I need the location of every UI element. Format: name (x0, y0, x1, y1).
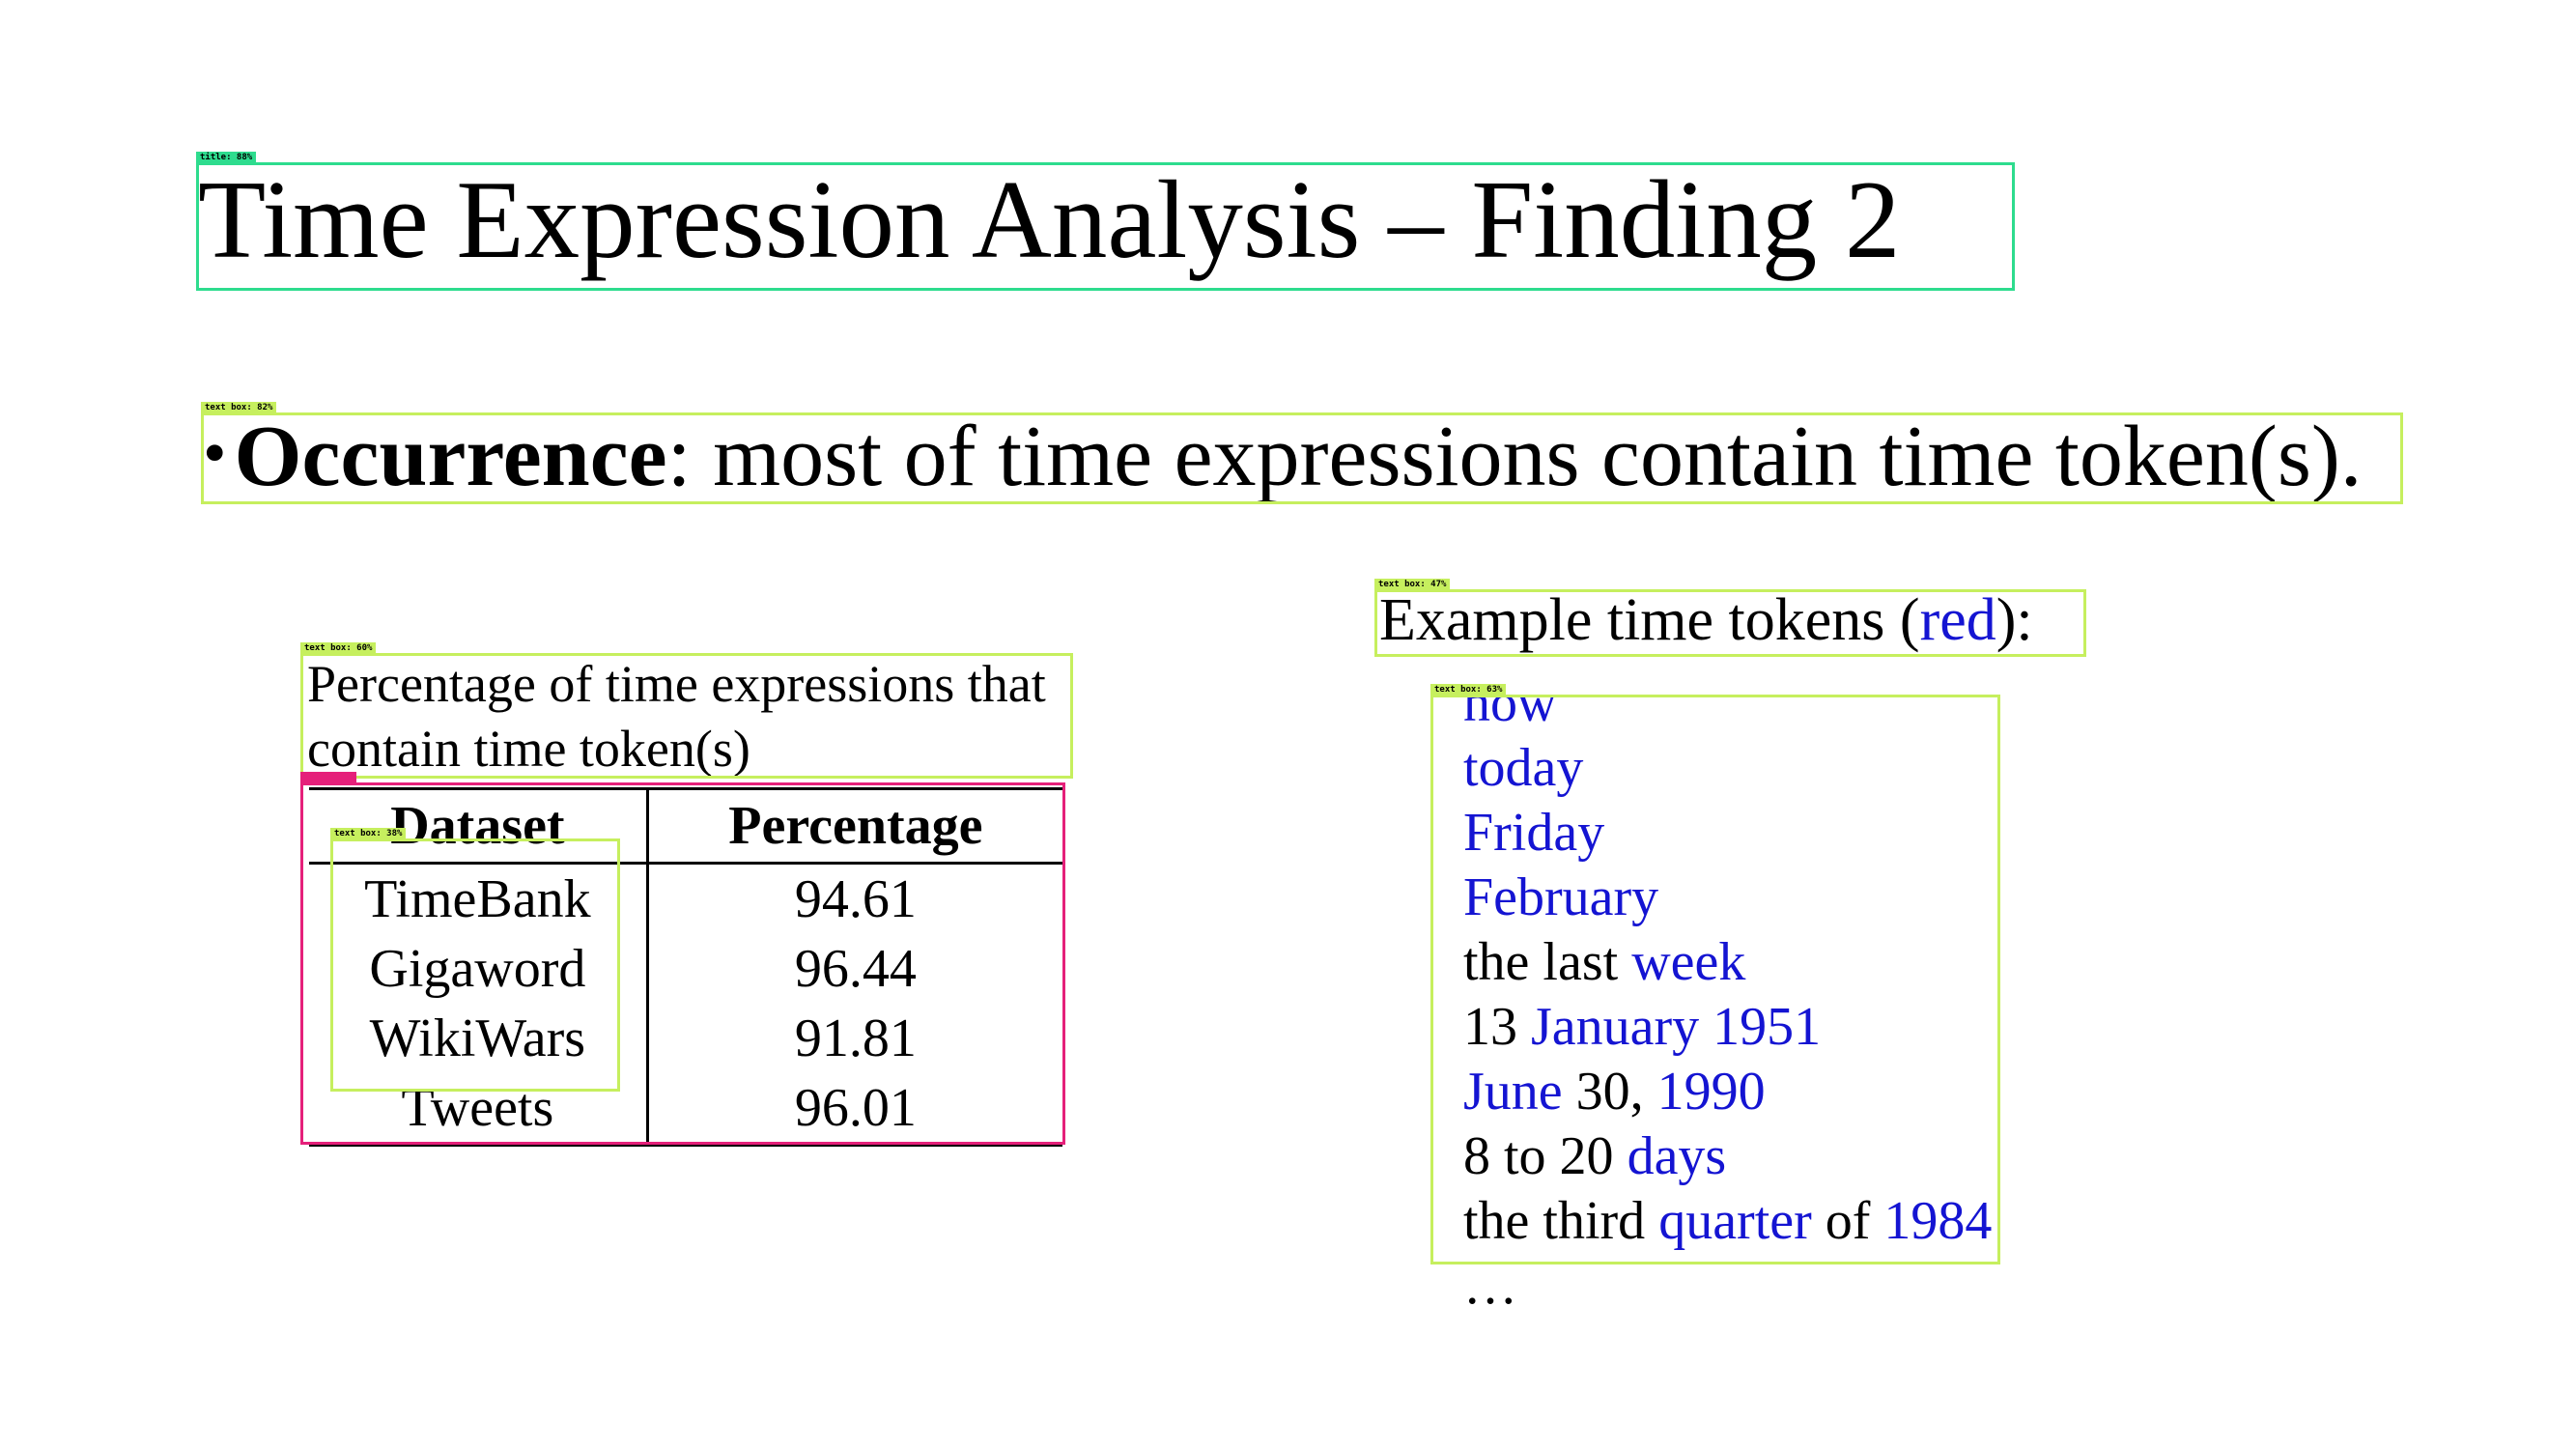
time-token: June (1463, 1062, 1563, 1122)
header-percentage: Percentage (728, 796, 983, 856)
dataset-cell: TimeBank (309, 863, 649, 934)
percentage-cell: 96.44 (794, 939, 917, 999)
example-token-list: now today Friday February the last week 13 Ja… (1463, 671, 1992, 1319)
bullet-text: : most of time expressions contain time … (666, 409, 2363, 504)
table-row: TimeBank 94.61 (309, 863, 1062, 934)
bullet-term: Occurrence (234, 409, 667, 504)
time-token: quarter (1658, 1191, 1812, 1251)
example-line: June 30, 1990 (1463, 1060, 1992, 1124)
plain-text: of (1811, 1191, 1884, 1251)
example-line: today (1463, 736, 1992, 801)
example-heading: Example time tokens (red): (1379, 584, 2033, 657)
plain-text: the third (1463, 1191, 1659, 1251)
table-row: Tweets 96.01 (309, 1073, 1062, 1145)
time-token: today (1463, 738, 1584, 798)
header-dataset: Dataset (309, 788, 649, 864)
table-row: WikiWars 91.81 (309, 1004, 1062, 1073)
plain-text: 8 to 20 (1463, 1126, 1628, 1186)
percentage-cell: 91.81 (794, 1009, 917, 1068)
percentage-table: Dataset Percentage TimeBank 94.61 Gigawo… (309, 787, 1062, 1147)
plain-text: … (1463, 1256, 1517, 1316)
example-line: the last week (1463, 930, 1992, 995)
example-line: now (1463, 671, 1992, 736)
example-line: February (1463, 866, 1992, 930)
percentage-cell: 96.01 (794, 1078, 917, 1138)
plain-text: the last (1463, 932, 1632, 992)
time-token: Friday (1463, 803, 1605, 863)
time-token: 1990 (1656, 1062, 1766, 1122)
time-token: week (1631, 932, 1746, 992)
plain-text: 30, (1562, 1062, 1657, 1122)
table-header-row: Dataset Percentage (309, 788, 1062, 864)
example-line: Friday (1463, 801, 1992, 866)
example-line: … (1463, 1254, 1992, 1319)
example-heading-start: Example time tokens ( (1379, 587, 1920, 653)
table-caption: Percentage of time expressions that cont… (307, 655, 1046, 778)
plain-text: 13 (1463, 997, 1531, 1057)
dataset-cell: Gigaword (309, 934, 649, 1004)
slide-title: Time Expression Analysis – Finding 2 (198, 158, 1901, 281)
example-line: 8 to 20 days (1463, 1124, 1992, 1189)
example-heading-colored: red (1919, 587, 1996, 653)
time-token: now (1463, 673, 1557, 733)
bullet-symbol: • (203, 416, 227, 491)
time-token: days (1627, 1126, 1727, 1186)
dataset-cell: Tweets (309, 1073, 649, 1145)
example-line: 13 January 1951 (1463, 995, 1992, 1060)
example-line: the third quarter of 1984 (1463, 1189, 1992, 1254)
time-token: 1984 (1883, 1191, 1993, 1251)
table-row: Gigaword 96.44 (309, 934, 1062, 1004)
percentage-cell: 94.61 (794, 869, 917, 929)
time-token: February (1463, 867, 1659, 927)
example-heading-end: ): (1996, 587, 2033, 653)
bullet-occurrence: •Occurrence: most of time expressions co… (203, 401, 2362, 510)
time-token: January 1951 (1531, 997, 1822, 1057)
dataset-cell: WikiWars (309, 1004, 649, 1073)
